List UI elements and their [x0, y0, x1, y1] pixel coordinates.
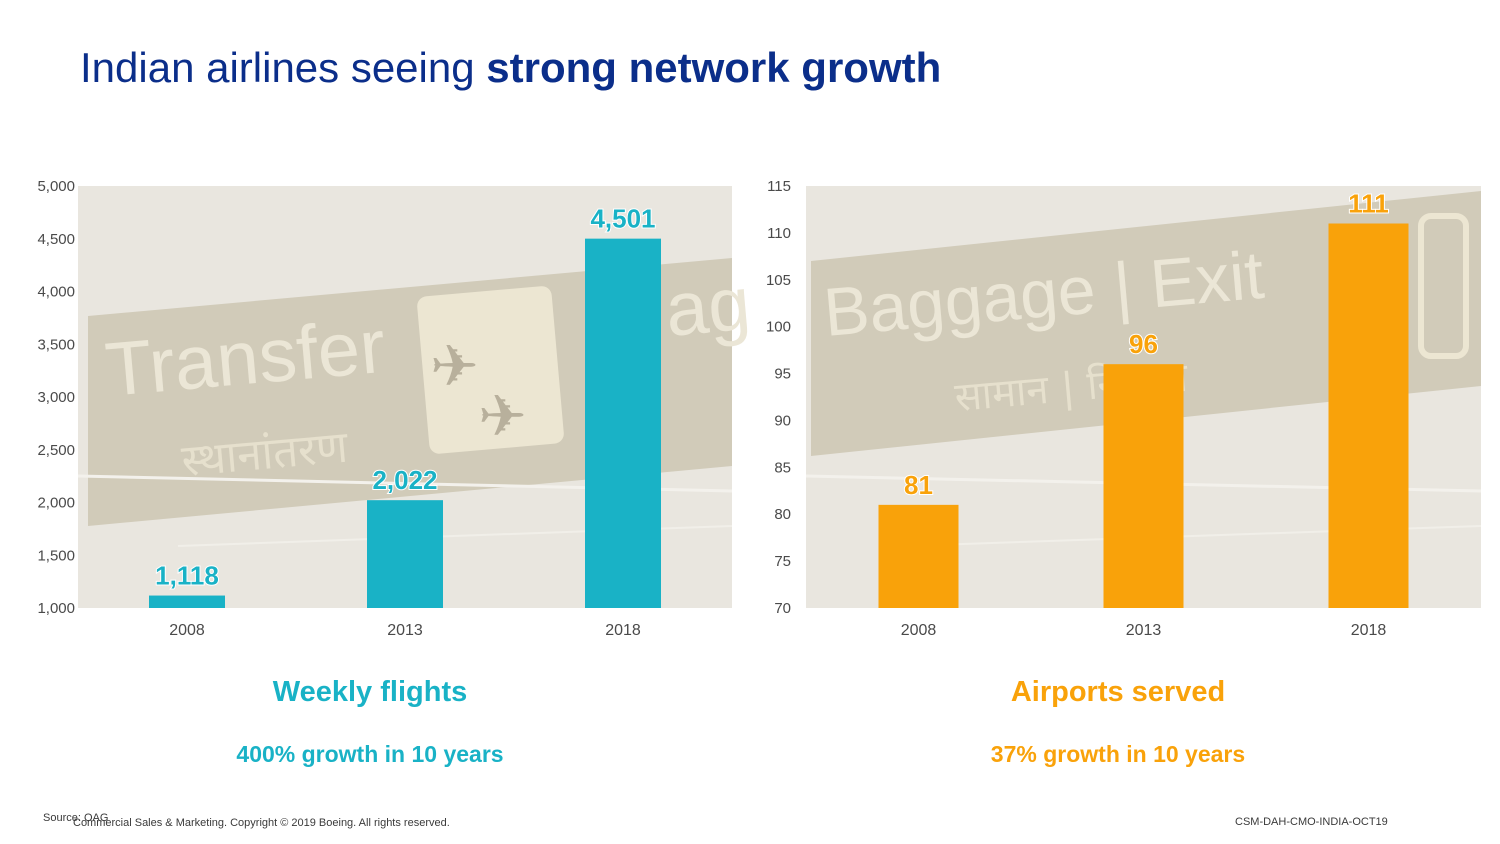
airports-y-tick-label: 75 [774, 553, 791, 570]
title-bold: strong network growth [486, 44, 942, 91]
airports-data-label: 111 [1348, 189, 1389, 219]
transfer-sign-board [88, 258, 732, 526]
airports-bar [1103, 364, 1184, 608]
weekly-data-label: 1,118 [155, 561, 219, 591]
weekly-y-tick-label: 2,500 [37, 442, 75, 459]
weekly-bar [367, 500, 443, 608]
airports-y-tick-label: 115 [767, 178, 791, 195]
weekly-y-tick-label: 1,500 [37, 547, 75, 564]
weekly-x-tick-label: 2013 [387, 622, 423, 639]
airports-y-tick-label: 90 [774, 412, 791, 429]
airports-bar [878, 504, 959, 608]
airplane-pictogram-box [417, 286, 564, 454]
airports-y-tick-label: 80 [774, 506, 791, 523]
airports-data-label: 96 [1129, 329, 1158, 359]
weekly-bar [585, 238, 661, 608]
weekly-data-label: 4,501 [590, 204, 655, 234]
airports-y-tick-label: 95 [774, 366, 791, 383]
source-note: Source: OAG [43, 812, 109, 824]
exit-pictogram-box [1418, 213, 1469, 359]
weekly-y-tick-label: 3,000 [37, 389, 75, 406]
airports-x-tick-label: 2018 [1351, 622, 1387, 639]
airplane-icon-2: ✈ [478, 382, 527, 450]
airports-x-tick-label: 2013 [1126, 622, 1162, 639]
weekly-y-tick-label: 5,000 [37, 178, 75, 195]
document-code: CSM-DAH-CMO-INDIA-OCT19 [1235, 816, 1388, 828]
title-regular: Indian airlines seeing [80, 44, 487, 91]
weekly-flights-subtitle: 400% growth in 10 years [236, 741, 504, 767]
airports-y-tick-label: 85 [774, 459, 791, 476]
airports-y-tick-label: 110 [767, 225, 791, 242]
weekly-y-tick-label: 2,000 [37, 495, 75, 512]
airports-y-tick-label: 70 [774, 600, 791, 617]
weekly-data-label: 2,022 [372, 465, 437, 495]
airports-y-tick-label: 105 [766, 272, 791, 289]
copyright-note: Commercial Sales & Marketing. Copyright … [73, 817, 450, 829]
airports-x-tick-label: 2008 [901, 622, 937, 639]
airports-y-tick-label: 100 [766, 319, 791, 336]
weekly-bar [149, 595, 225, 608]
weekly-y-tick-label: 3,500 [37, 336, 75, 353]
weekly-x-tick-label: 2018 [605, 622, 641, 639]
weekly-y-tick-label: 1,000 [37, 600, 75, 617]
weekly-y-tick-label: 4,000 [37, 284, 75, 301]
airports-data-label: 81 [904, 470, 933, 500]
page-title: Indian airlines seeing strong network gr… [80, 44, 941, 92]
weekly-x-tick-label: 2008 [169, 622, 205, 639]
airports-bar [1328, 223, 1409, 608]
baggage-sign-board [811, 191, 1481, 456]
sign-text-partial: ag [662, 261, 754, 353]
weekly-flights-title: Weekly flights [272, 676, 468, 708]
weekly-y-tick-label: 4,500 [37, 231, 75, 248]
airports-served-subtitle: 37% growth in 10 years [990, 741, 1246, 767]
airplane-icon: ✈ [430, 332, 479, 400]
airports-served-title: Airports served [1010, 676, 1226, 708]
